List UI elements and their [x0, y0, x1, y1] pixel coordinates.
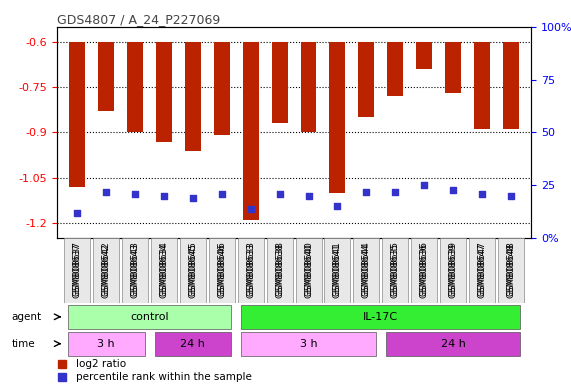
FancyBboxPatch shape	[68, 305, 231, 329]
Point	[333, 204, 342, 210]
Text: time: time	[11, 339, 35, 349]
Bar	[387, 42, 403, 96]
Bar	[445, 42, 461, 93]
Text: GSM808642: GSM808642	[102, 242, 111, 296]
Text: log2 ratio: log2 ratio	[76, 359, 126, 369]
Text: GSM808635: GSM808635	[391, 242, 400, 296]
Text: GSM808643: GSM808643	[131, 243, 140, 298]
Point	[275, 190, 284, 197]
Text: GSM808644: GSM808644	[362, 243, 371, 298]
Point	[246, 205, 255, 212]
Text: GSM808641: GSM808641	[333, 243, 342, 298]
FancyBboxPatch shape	[469, 238, 495, 303]
Bar	[127, 42, 143, 132]
Text: 3 h: 3 h	[98, 339, 115, 349]
Text: 3 h: 3 h	[300, 339, 317, 349]
FancyBboxPatch shape	[386, 332, 520, 356]
Text: agent: agent	[11, 312, 42, 322]
Text: percentile rank within the sample: percentile rank within the sample	[76, 372, 252, 382]
Bar	[416, 42, 432, 69]
Text: GSM808634: GSM808634	[159, 243, 168, 298]
FancyBboxPatch shape	[93, 238, 119, 303]
Point	[506, 193, 516, 199]
Text: GSM808638: GSM808638	[275, 243, 284, 298]
FancyBboxPatch shape	[68, 332, 144, 356]
Text: GSM808637: GSM808637	[73, 243, 82, 298]
Bar	[300, 42, 316, 132]
Text: GSM808646: GSM808646	[218, 242, 226, 296]
FancyBboxPatch shape	[498, 238, 524, 303]
Bar	[70, 42, 85, 187]
Point	[477, 190, 486, 197]
FancyBboxPatch shape	[65, 238, 90, 303]
Text: GSM808641: GSM808641	[333, 242, 342, 296]
Bar	[474, 42, 490, 129]
Text: GSM808639: GSM808639	[448, 243, 457, 298]
Point	[217, 190, 226, 197]
Point	[391, 189, 400, 195]
Point	[448, 187, 457, 193]
FancyBboxPatch shape	[122, 238, 148, 303]
Text: GSM808648: GSM808648	[506, 242, 515, 296]
Text: GSM808633: GSM808633	[246, 242, 255, 296]
Bar	[214, 42, 230, 136]
Text: GSM808646: GSM808646	[218, 243, 226, 298]
Bar	[329, 42, 345, 193]
Text: GDS4807 / A_24_P227069: GDS4807 / A_24_P227069	[57, 13, 220, 26]
Text: GSM808642: GSM808642	[102, 243, 111, 298]
Bar	[272, 42, 288, 123]
Text: GSM808637: GSM808637	[73, 242, 82, 296]
Text: GSM808644: GSM808644	[362, 242, 371, 296]
Text: GSM808638: GSM808638	[275, 242, 284, 296]
FancyBboxPatch shape	[411, 238, 437, 303]
Text: IL-17C: IL-17C	[363, 312, 399, 322]
Point	[362, 189, 371, 195]
Text: GSM808634: GSM808634	[159, 242, 168, 296]
Text: control: control	[130, 312, 169, 322]
Point	[420, 182, 429, 188]
Point	[102, 189, 111, 195]
FancyBboxPatch shape	[155, 332, 231, 356]
Bar	[185, 42, 201, 151]
FancyBboxPatch shape	[267, 238, 292, 303]
Text: GSM808640: GSM808640	[304, 243, 313, 298]
Point	[159, 193, 168, 199]
FancyBboxPatch shape	[209, 238, 235, 303]
FancyBboxPatch shape	[151, 238, 177, 303]
Text: GSM808636: GSM808636	[420, 243, 429, 298]
Text: GSM808633: GSM808633	[246, 243, 255, 298]
FancyBboxPatch shape	[242, 332, 376, 356]
Bar	[503, 42, 518, 129]
Text: 24 h: 24 h	[180, 339, 206, 349]
FancyBboxPatch shape	[324, 238, 351, 303]
Text: GSM808639: GSM808639	[448, 242, 457, 296]
Point	[188, 195, 198, 201]
Text: GSM808643: GSM808643	[131, 242, 140, 296]
Bar	[98, 42, 114, 111]
Text: GSM808640: GSM808640	[304, 242, 313, 296]
Point	[131, 190, 140, 197]
Bar	[359, 42, 374, 118]
Text: GSM808635: GSM808635	[391, 243, 400, 298]
Text: GSM808645: GSM808645	[188, 243, 198, 298]
Point	[73, 210, 82, 216]
Text: 24 h: 24 h	[441, 339, 465, 349]
FancyBboxPatch shape	[242, 305, 520, 329]
Bar	[243, 42, 259, 220]
Text: GSM808645: GSM808645	[188, 242, 198, 296]
FancyBboxPatch shape	[238, 238, 264, 303]
Point	[304, 193, 313, 199]
Text: GSM808636: GSM808636	[420, 242, 429, 296]
Text: GSM808648: GSM808648	[506, 243, 515, 298]
FancyBboxPatch shape	[382, 238, 408, 303]
Text: GSM808647: GSM808647	[477, 243, 486, 298]
FancyBboxPatch shape	[353, 238, 379, 303]
Bar	[156, 42, 172, 142]
FancyBboxPatch shape	[440, 238, 466, 303]
FancyBboxPatch shape	[296, 238, 321, 303]
FancyBboxPatch shape	[180, 238, 206, 303]
Text: GSM808647: GSM808647	[477, 242, 486, 296]
